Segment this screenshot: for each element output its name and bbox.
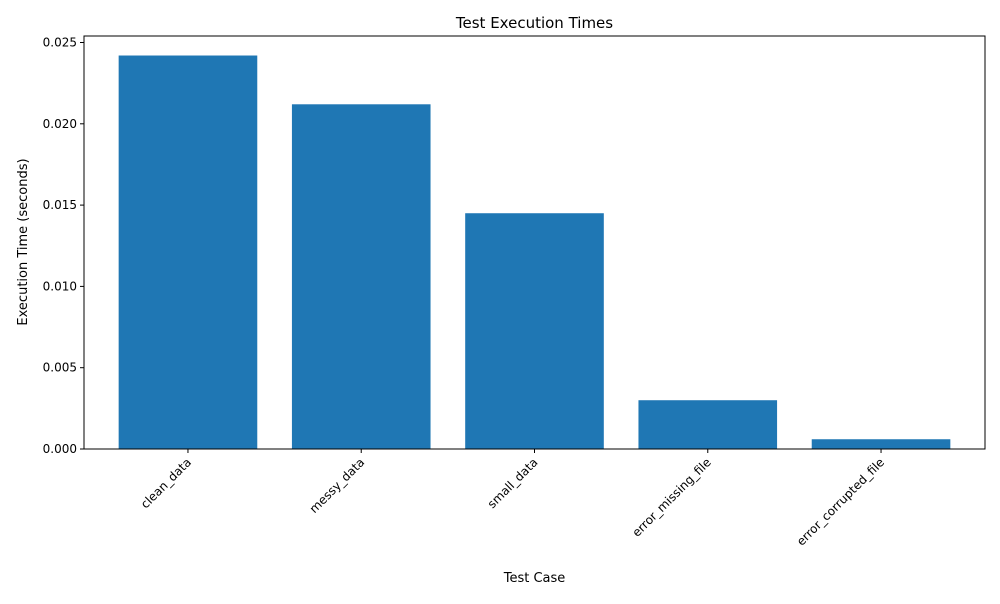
bar-error_corrupted_file [811, 439, 951, 449]
y-tick-label: 0.010 [43, 279, 77, 293]
plot-area: 0.000 0.005 0.010 0.015 0.020 0.025 clean_data… [43, 35, 986, 548]
y-tick-label: 0.005 [43, 361, 77, 375]
x-tick-label-error_corrupted_file: error_corrupted_file [794, 455, 887, 548]
bar-clean_data [118, 55, 258, 449]
x-tick-label-messy_data: messy_data [307, 455, 368, 516]
chart-title: Test Execution Times [455, 14, 613, 32]
y-tick-label: 0.015 [43, 198, 77, 212]
y-tick-label: 0.025 [43, 36, 77, 50]
bar-messy_data [291, 104, 431, 450]
axes-frame [83, 35, 986, 450]
y-tick-label: 0.000 [43, 442, 77, 456]
x-tick-label-small_data: small_data [485, 455, 541, 511]
x-axis-label: Test Case [503, 571, 566, 586]
bar-error_missing_file [638, 400, 778, 449]
y-axis-label: Execution Time (seconds) [16, 158, 31, 325]
bar-small_data [465, 213, 604, 449]
x-tick-label-clean_data: clean_data [138, 455, 194, 511]
x-tick-label-error_missing_file: error_missing_file [629, 455, 713, 539]
y-tick-label: 0.020 [43, 117, 77, 131]
